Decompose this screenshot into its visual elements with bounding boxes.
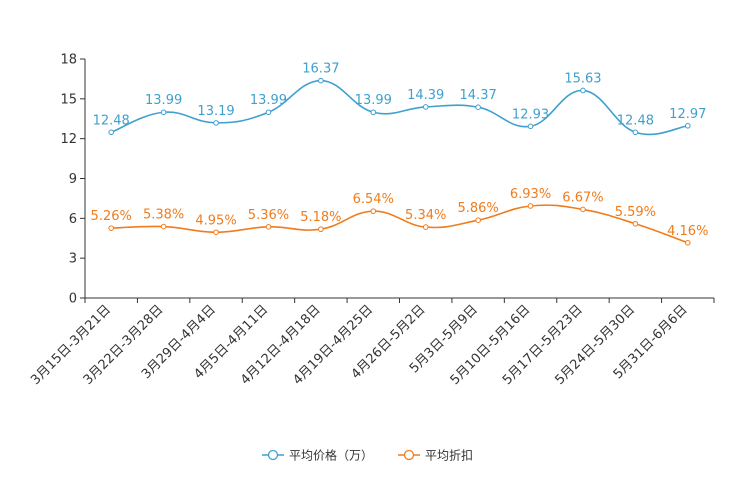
legend-marker-icon — [403, 449, 415, 461]
data-point[interactable] — [527, 123, 534, 130]
data-label: 15.63 — [564, 71, 601, 86]
y-tick-label: 0 — [69, 292, 77, 307]
data-point[interactable] — [108, 225, 115, 231]
data-label: 5.36% — [248, 208, 289, 223]
legend-item-1[interactable]: 平均折扣 — [398, 448, 473, 463]
data-point[interactable] — [684, 239, 691, 246]
data-point[interactable] — [213, 229, 219, 236]
data-label: 12.48 — [93, 113, 130, 128]
data-point[interactable] — [160, 109, 167, 116]
data-label: 5.18% — [300, 210, 341, 225]
data-label: 13.19 — [197, 104, 234, 119]
data-label: 12.93 — [512, 107, 549, 122]
data-point[interactable] — [370, 208, 377, 214]
data-point[interactable] — [265, 109, 272, 116]
data-point[interactable] — [580, 87, 586, 94]
data-label: 5.38% — [143, 208, 184, 223]
data-label: 14.37 — [460, 88, 497, 103]
data-label: 5.26% — [91, 209, 132, 224]
data-point[interactable] — [632, 129, 639, 136]
data-label: 13.99 — [250, 93, 287, 108]
data-labels: 12.48 13.99 13.19 13.99 16.37 13.99 14.39 14.37… — [91, 62, 709, 239]
data-point[interactable] — [632, 220, 639, 227]
data-point[interactable] — [370, 109, 377, 116]
data-point[interactable] — [422, 224, 429, 230]
series-lines — [108, 77, 691, 246]
data-point[interactable] — [475, 104, 481, 110]
data-point[interactable] — [580, 206, 586, 213]
data-label: 4.95% — [195, 213, 236, 228]
data-label: 4.16% — [667, 224, 708, 239]
legend-marker-icon — [267, 449, 279, 461]
y-tick-label: 3 — [69, 252, 77, 267]
data-point[interactable] — [318, 226, 324, 233]
data-point[interactable] — [108, 129, 115, 136]
y-tick-label: 12 — [60, 132, 77, 147]
chart-legend[interactable]: 平均价格（万） 平均折扣 — [262, 448, 473, 463]
y-tick-label: 9 — [69, 172, 77, 187]
data-label: 16.37 — [302, 62, 339, 77]
data-point[interactable] — [527, 203, 534, 209]
y-tick-label: 15 — [60, 92, 77, 107]
data-label: 5.59% — [615, 205, 656, 220]
data-point[interactable] — [213, 120, 219, 126]
data-point[interactable] — [422, 104, 429, 110]
legend-label: 平均价格（万） — [289, 448, 373, 463]
data-point[interactable] — [265, 224, 272, 230]
data-point[interactable] — [684, 122, 691, 129]
data-point[interactable] — [160, 223, 167, 230]
y-tick-label: 6 — [69, 212, 77, 227]
data-label: 6.54% — [353, 192, 394, 207]
data-point[interactable] — [475, 217, 481, 223]
data-label: 12.97 — [669, 107, 706, 122]
y-tick-label: 18 — [60, 53, 77, 68]
data-label: 5.34% — [405, 208, 446, 223]
data-label: 12.48 — [617, 113, 654, 128]
series-line-1 — [111, 204, 689, 244]
data-label: 6.67% — [562, 190, 603, 205]
legend-item-0[interactable]: 平均价格（万） — [262, 448, 373, 463]
data-point[interactable] — [318, 77, 324, 84]
legend-label: 平均折扣 — [425, 448, 473, 463]
data-label: 6.93% — [510, 187, 551, 202]
data-label: 14.39 — [407, 88, 444, 103]
data-label: 13.99 — [145, 93, 182, 108]
data-label: 13.99 — [355, 93, 392, 108]
data-label: 5.86% — [457, 201, 498, 216]
